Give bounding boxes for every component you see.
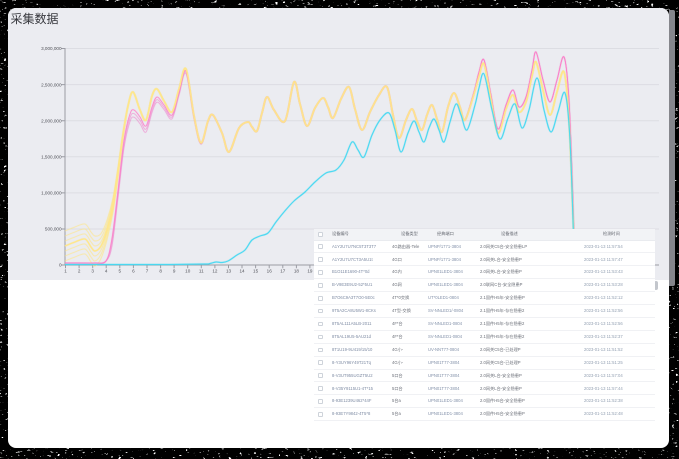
- svg-text:13: 13: [226, 269, 232, 274]
- svg-text:11: 11: [199, 269, 204, 274]
- svg-text:10: 10: [185, 269, 191, 274]
- svg-text:2,500,000: 2,500,000: [41, 82, 62, 87]
- svg-text:6: 6: [132, 269, 135, 274]
- svg-text:12: 12: [212, 269, 218, 274]
- svg-text:14: 14: [239, 269, 245, 274]
- svg-text:0: 0: [59, 263, 62, 268]
- svg-text:3,000,000: 3,000,000: [41, 46, 62, 51]
- svg-text:1: 1: [64, 269, 67, 274]
- svg-text:8: 8: [159, 269, 162, 274]
- svg-text:19: 19: [307, 269, 313, 274]
- svg-text:17: 17: [280, 269, 286, 274]
- svg-text:1,500,000: 1,500,000: [41, 155, 62, 160]
- svg-text:2,000,000: 2,000,000: [41, 118, 62, 123]
- svg-text:7: 7: [146, 269, 149, 274]
- svg-text:500,000: 500,000: [45, 227, 62, 232]
- svg-text:18: 18: [294, 269, 300, 274]
- svg-text:4: 4: [105, 269, 108, 274]
- svg-text:9: 9: [173, 269, 176, 274]
- svg-text:1,000,000: 1,000,000: [41, 191, 62, 196]
- svg-text:5: 5: [119, 269, 122, 274]
- svg-text:16: 16: [267, 269, 273, 274]
- svg-text:2: 2: [78, 269, 81, 274]
- svg-text:3: 3: [91, 269, 94, 274]
- svg-text:15: 15: [253, 269, 259, 274]
